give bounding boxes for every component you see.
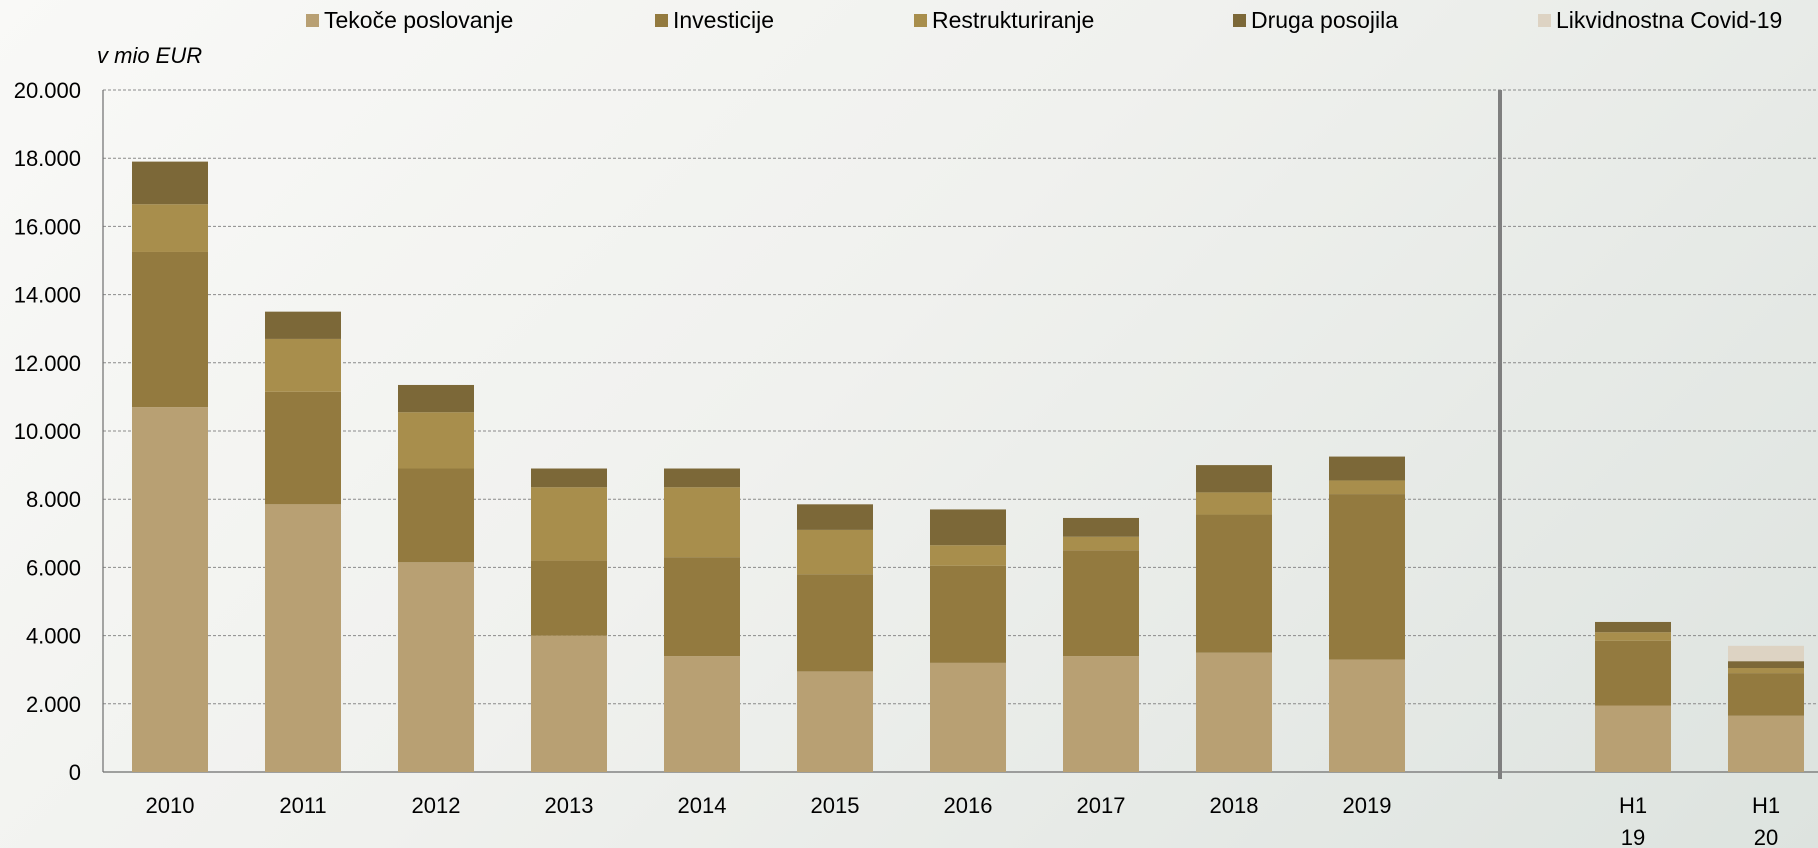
legend-swatch (655, 13, 668, 27)
bar-segment-3 (531, 487, 607, 561)
legend-swatch (914, 13, 927, 27)
bar-segment-4 (1728, 661, 1804, 668)
x-tick-label: 2015 (811, 793, 860, 818)
legend-label: Restrukturiranje (932, 7, 1095, 33)
bar-segment-1 (664, 656, 740, 772)
bar-segment-3 (930, 545, 1006, 566)
y-tick-label: 2.000 (26, 692, 81, 717)
bar-segment-4 (132, 161, 208, 205)
x-tick-label: 2014 (678, 793, 727, 818)
bar-segment-1 (1329, 659, 1405, 772)
bar-segment-4 (398, 384, 474, 413)
bar-segment-3 (1063, 536, 1139, 551)
y-tick-label: 10.000 (14, 419, 81, 444)
y-tick-label: 4.000 (26, 624, 81, 649)
y-tick-label: 18.000 (14, 146, 81, 171)
bar-segment-1 (930, 662, 1006, 772)
bar-segment-1 (1728, 715, 1804, 772)
bar-segment-2 (664, 557, 740, 657)
y-axis-unit-label: v mio EUR (97, 43, 203, 68)
legend-item: Restrukturiranje (914, 6, 1094, 34)
bar-segment-4 (1196, 465, 1272, 493)
bar-segment-3 (398, 412, 474, 469)
bar-segment-2 (797, 574, 873, 672)
bar-segment-4 (1063, 517, 1139, 537)
bar-segment-2 (398, 468, 474, 563)
bar-segment-4 (1595, 621, 1671, 633)
x-tick-label: H1 (1619, 793, 1647, 818)
bar-segment-3 (132, 204, 208, 252)
x-tick-label: 2017 (1077, 793, 1126, 818)
y-tick-label: 14.000 (14, 283, 81, 308)
bar-segment-3 (265, 338, 341, 392)
bar-segment-3 (664, 487, 740, 558)
x-tick-label-line2: 20 (1754, 825, 1778, 848)
bar-segment-1 (132, 407, 208, 772)
bar-segment-3 (1196, 492, 1272, 515)
bar-segment-1 (1196, 652, 1272, 772)
x-tick-label: H1 (1752, 793, 1780, 818)
legend-label: Tekoče poslovanje (324, 7, 514, 33)
bar-segment-1 (797, 671, 873, 772)
bar-segment-3 (797, 529, 873, 575)
bar-segment-2 (1063, 550, 1139, 657)
bar-segment-3 (1728, 667, 1804, 674)
bar-segment-1 (531, 635, 607, 772)
y-tick-label: 8.000 (26, 487, 81, 512)
y-tick-label: 6.000 (26, 555, 81, 580)
bar-segment-4 (664, 468, 740, 488)
bar-segment-3 (1595, 632, 1671, 641)
y-tick-label: 20.000 (14, 78, 81, 103)
bar-segment-2 (1196, 514, 1272, 653)
x-tick-label: 2016 (944, 793, 993, 818)
bar-segment-1 (265, 504, 341, 772)
bar-segment-2 (531, 560, 607, 636)
x-tick-label: 2019 (1343, 793, 1392, 818)
bar-segment-4 (930, 509, 1006, 546)
bar-segment-3 (1329, 480, 1405, 495)
bar-segment-2 (1728, 673, 1804, 716)
legend-swatch (1233, 13, 1246, 27)
legend-label: Investicije (673, 7, 774, 33)
bar-segment-4 (797, 504, 873, 530)
bar-segment-2 (1329, 494, 1405, 660)
legend-swatch (306, 13, 319, 27)
x-tick-label: 2013 (545, 793, 594, 818)
bar-segment-2 (930, 565, 1006, 663)
bar-segment-2 (132, 251, 208, 408)
y-tick-label: 12.000 (14, 351, 81, 376)
y-tick-label: 16.000 (14, 214, 81, 239)
bars (132, 161, 1804, 772)
legend-item: Investicije (655, 6, 774, 34)
bar-segment-2 (1595, 640, 1671, 706)
bar-segment-1 (398, 562, 474, 772)
bar-segment-4 (1329, 456, 1405, 481)
bar-segment-1 (1063, 656, 1139, 772)
x-tick-label: 2010 (146, 793, 195, 818)
bar-segment-4 (531, 468, 607, 488)
bar-segment-1 (1595, 705, 1671, 772)
bar-segment-5 (1728, 645, 1804, 662)
legend-item: Druga posojila (1233, 6, 1398, 34)
legend-label: Druga posojila (1251, 7, 1399, 33)
bar-segment-4 (265, 311, 341, 339)
legend-label: Likvidnostna Covid-19 (1556, 7, 1783, 33)
legend-item: Likvidnostna Covid-19 (1538, 6, 1782, 34)
chart-legend: Tekoče poslovanje Investicije Restrukturir… (0, 6, 1818, 36)
x-tick-label: 2018 (1210, 793, 1259, 818)
y-tick-label: 0 (69, 760, 81, 785)
bar-segment-2 (265, 391, 341, 505)
x-tick-label-line2: 19 (1621, 825, 1645, 848)
legend-swatch (1538, 13, 1551, 27)
legend-item: Tekoče poslovanje (306, 6, 513, 34)
x-tick-label: 2011 (279, 793, 326, 818)
x-tick-label: 2012 (412, 793, 461, 818)
